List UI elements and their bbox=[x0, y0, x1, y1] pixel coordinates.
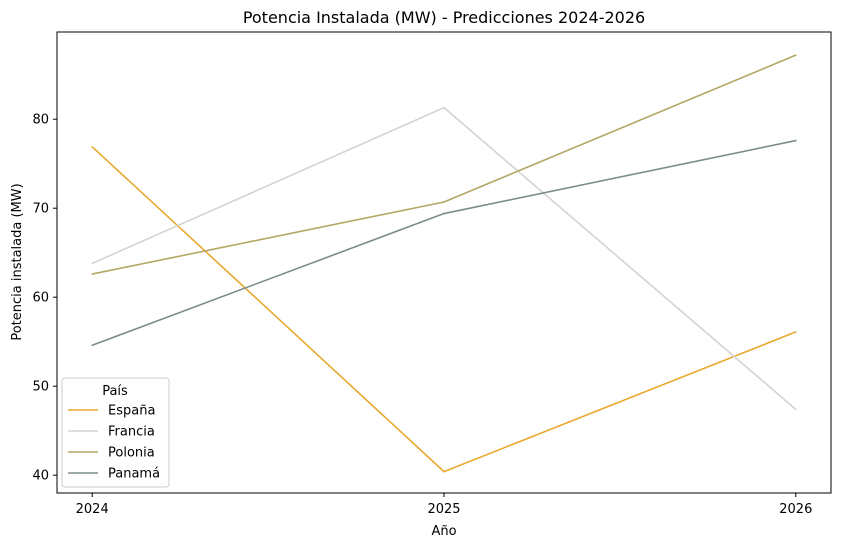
legend-label: Polonia bbox=[108, 446, 155, 461]
data-point bbox=[795, 139, 797, 142]
series-line bbox=[91, 139, 796, 347]
legend: País España Francia Polonia Panamá bbox=[61, 377, 170, 488]
data-point bbox=[443, 106, 445, 109]
series-line bbox=[91, 106, 797, 410]
legend-title: País bbox=[102, 384, 128, 399]
plot-area-frame bbox=[56, 31, 832, 494]
y-axis-label: Potencia instalada (MW) bbox=[10, 183, 25, 340]
legend-label: Panamá bbox=[108, 467, 160, 482]
x-axis-ticks: 2024 2025 2026 bbox=[76, 493, 812, 517]
data-point bbox=[443, 201, 445, 203]
series-lines bbox=[91, 54, 797, 473]
legend-label: Francia bbox=[108, 425, 155, 440]
data-point bbox=[443, 470, 445, 473]
data-point bbox=[795, 408, 797, 411]
x-tick-label: 2026 bbox=[779, 502, 812, 517]
series-line bbox=[92, 54, 797, 275]
series-line bbox=[91, 146, 797, 473]
data-point bbox=[91, 273, 93, 275]
data-point bbox=[91, 146, 93, 148]
y-axis-ticks: 40 50 60 70 80 bbox=[32, 113, 57, 484]
chart-title: Potencia Instalada (MW) - Predicciones 2… bbox=[243, 8, 645, 27]
data-point bbox=[91, 344, 93, 347]
x-axis-label: Año bbox=[431, 524, 456, 539]
y-tick-label: 50 bbox=[32, 380, 49, 395]
legend-items: España Francia Polonia Panamá bbox=[68, 404, 160, 482]
data-point bbox=[443, 212, 445, 215]
data-point bbox=[91, 262, 93, 265]
data-point bbox=[795, 331, 797, 333]
y-tick-label: 80 bbox=[32, 113, 49, 128]
x-tick-label: 2025 bbox=[427, 502, 460, 517]
legend-label: España bbox=[108, 404, 155, 419]
data-point bbox=[795, 54, 797, 56]
y-tick-label: 40 bbox=[32, 469, 49, 484]
y-tick-label: 70 bbox=[32, 202, 49, 217]
legend-box bbox=[61, 377, 170, 488]
x-tick-label: 2024 bbox=[76, 502, 109, 517]
y-tick-label: 60 bbox=[32, 291, 49, 306]
